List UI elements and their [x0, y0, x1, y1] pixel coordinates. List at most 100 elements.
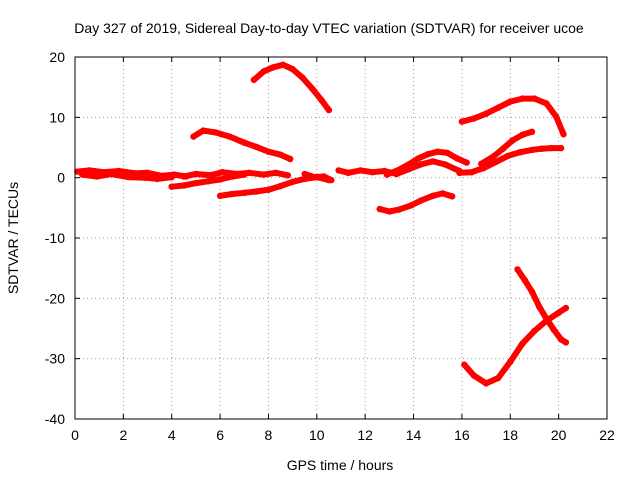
- data-point: [253, 143, 260, 151]
- data-point: [144, 169, 151, 176]
- data-point: [495, 104, 502, 111]
- data-point: [456, 169, 463, 176]
- data-point: [444, 149, 451, 157]
- data-point: [461, 361, 468, 368]
- data-point: [284, 172, 291, 179]
- data-point: [516, 149, 524, 156]
- data-point: [490, 153, 497, 160]
- series-line: [458, 95, 567, 138]
- data-point: [521, 277, 528, 284]
- data-point: [287, 155, 294, 163]
- series-arc-12: [456, 144, 565, 176]
- data-point: [482, 110, 490, 117]
- data-point: [335, 167, 342, 174]
- data-point: [289, 65, 296, 73]
- data-point: [449, 193, 456, 200]
- data-point: [557, 336, 565, 343]
- data-point: [154, 175, 161, 183]
- chart-title: Day 327 of 2019, Sidereal Day-to-day VTE…: [74, 20, 584, 36]
- data-point: [458, 118, 466, 125]
- x-tick-label: 18: [502, 427, 518, 443]
- data-point: [560, 131, 567, 138]
- series-line: [456, 145, 565, 176]
- data-point: [507, 98, 514, 105]
- series-arc-8: [301, 170, 335, 184]
- data-point: [429, 158, 437, 165]
- data-point: [514, 266, 521, 273]
- data-point: [311, 173, 318, 181]
- data-point: [108, 170, 115, 178]
- series-line: [301, 171, 335, 184]
- data-point: [328, 176, 335, 184]
- data-point: [395, 206, 403, 213]
- data-point: [272, 169, 279, 176]
- data-point: [478, 160, 485, 167]
- data-point: [519, 340, 526, 347]
- x-tick-label: 14: [406, 427, 422, 443]
- data-point: [383, 171, 391, 178]
- y-tick-label: -40: [45, 411, 65, 427]
- series-arc-7: [250, 61, 333, 114]
- data-point: [492, 158, 499, 166]
- data-point: [229, 190, 236, 198]
- data-point: [439, 190, 446, 197]
- data-point: [429, 192, 437, 199]
- data-point: [325, 106, 333, 114]
- data-point: [320, 173, 328, 180]
- data-point: [470, 372, 478, 379]
- data-point: [190, 133, 197, 140]
- data-point: [345, 169, 352, 176]
- series-arc-13: [458, 95, 567, 138]
- data-point: [357, 167, 364, 174]
- x-tick-label: 2: [119, 427, 127, 443]
- x-tick-label: 22: [599, 427, 615, 443]
- data-point: [216, 176, 224, 183]
- data-point: [482, 380, 490, 387]
- data-point: [468, 169, 475, 176]
- data-point: [376, 205, 383, 213]
- series-arc-2: [79, 170, 175, 183]
- data-point: [528, 288, 536, 295]
- data-point: [417, 161, 424, 168]
- y-tick-label: 0: [57, 170, 65, 186]
- data-point: [499, 145, 507, 152]
- data-point: [279, 61, 287, 68]
- x-tick-label: 8: [265, 427, 273, 443]
- data-point: [219, 169, 226, 176]
- data-point: [386, 208, 393, 215]
- data-point: [538, 145, 545, 152]
- data-point: [507, 358, 514, 365]
- series-arc-5: [190, 127, 294, 163]
- data-point: [536, 303, 543, 310]
- y-axis-label: SDTVAR / TECUs: [5, 182, 21, 294]
- y-tick-label: 20: [49, 49, 65, 65]
- data-point: [86, 167, 93, 174]
- x-axis-label: GPS time / hours: [287, 457, 394, 473]
- y-tick-label: -20: [45, 290, 65, 306]
- data-point: [434, 148, 441, 155]
- series-line: [461, 305, 569, 387]
- series-arc-9: [335, 158, 463, 178]
- x-tick-label: 10: [309, 427, 325, 443]
- data-point: [265, 148, 272, 155]
- y-tick-label: 10: [49, 109, 65, 125]
- data-point: [260, 171, 267, 178]
- data-point: [125, 173, 132, 181]
- data-point: [241, 189, 248, 196]
- data-point: [141, 174, 149, 181]
- data-point: [519, 95, 526, 102]
- x-tick-label: 4: [168, 427, 176, 443]
- series-arc-15: [461, 304, 570, 387]
- data-point: [270, 64, 277, 71]
- data-point: [301, 170, 308, 178]
- plot-frame: [74, 56, 608, 420]
- data-point: [562, 339, 570, 346]
- data-point: [557, 144, 565, 152]
- x-tick-label: 16: [454, 427, 470, 443]
- data-point: [289, 178, 296, 186]
- data-point: [226, 133, 233, 140]
- data-point: [253, 188, 260, 195]
- x-tick-label: 6: [216, 427, 224, 443]
- data-point: [277, 151, 284, 158]
